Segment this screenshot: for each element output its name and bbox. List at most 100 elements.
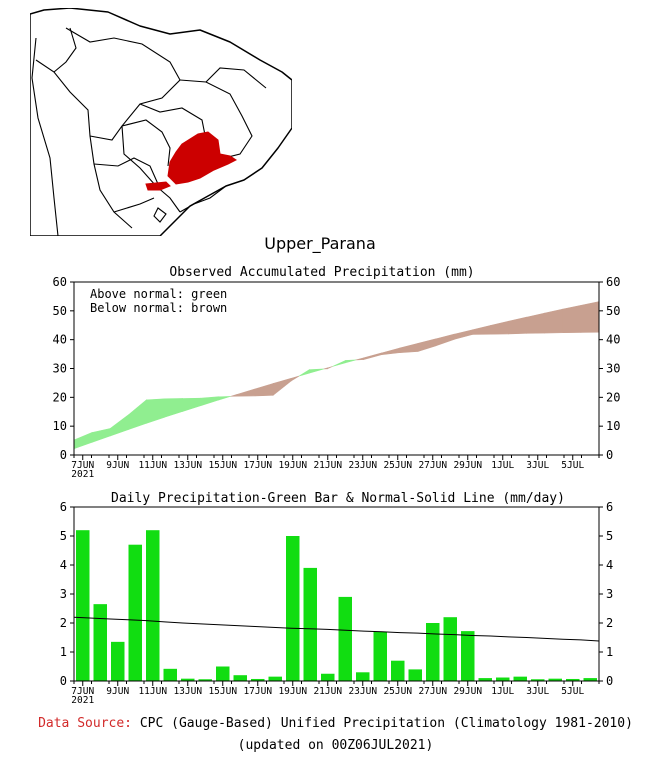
daily-precip-bar [303,567,317,681]
above-normal-area [73,432,93,450]
country-border [53,27,77,73]
below-normal-area [490,320,509,335]
above-normal-area [128,399,147,431]
y-tick-label: 1 [60,645,67,659]
x-tick-label: 1JUL [491,460,514,471]
above-normal-area [109,414,129,437]
x-tick-label: 29JUN [453,460,482,471]
y-tick-label-right: 3 [606,587,613,601]
y-tick-label-right: 5 [606,529,613,543]
daily-precip-bar [496,677,510,681]
x-tick-label: 11JUN [138,686,167,697]
daily-precip-bar [566,678,580,681]
x-tick-label: 25JUN [383,686,412,697]
state-border [205,67,267,89]
region-title: Upper_Parana [264,234,376,253]
daily-precip-bar [338,596,352,681]
x-tick-label: 23JUN [348,686,377,697]
x-tick-label: 15JUN [208,460,237,471]
y-tick-label: 0 [60,448,67,462]
daily-precip-bar [233,675,247,681]
x-year-label: 2021 [71,695,94,706]
x-tick-label: 7JUN [71,686,94,697]
bottom-axes: 0 0 1 1 2 2 3 3 4 4 5 5 6 6 7JUN 9JUN 11JUN 13JUN 15JUN 17J… [60,500,613,706]
below-normal-area [580,301,600,333]
updated-note: (updated on 00Z06JUL2021) [237,738,434,753]
below-normal-area [471,325,491,335]
below-normal-area [363,352,383,360]
x-tick-label: 1JUL [491,686,514,697]
y-tick-label: 3 [60,587,67,601]
y-tick-label: 50 [53,304,67,318]
y-tick-label: 4 [60,558,67,572]
y-tick-label-right: 40 [606,333,620,347]
y-tick-label-right: 50 [606,304,620,318]
daily-precip-bar [268,676,282,681]
legend-above: Above normal: green [90,287,227,301]
country-border [121,119,171,167]
x-tick-label: 5JUL [561,686,584,697]
x-year-label: 2021 [71,469,94,480]
y-tick-label: 5 [60,529,67,543]
above-normal-area [182,397,202,412]
x-tick-label: 17JUN [243,460,272,471]
daily-precip-bar [531,679,545,681]
x-tick-label: 19JUN [278,460,307,471]
daily-precip-bar [583,678,597,681]
y-tick-label: 20 [53,390,67,404]
x-tick-label: 15JUN [208,686,237,697]
below-normal-area [272,377,292,396]
below-normal-area [417,338,437,352]
x-tick-label: 13JUN [173,460,202,471]
above-normal-area [91,428,111,443]
daily-precip-bar [548,678,562,681]
below-normal-area [254,383,274,397]
below-normal-area [526,312,545,334]
x-tick-label: 3JUL [526,686,549,697]
below-normal-area [236,388,256,397]
data-source-text: CPC (Gauge-Based) Unified Precipitation … [139,716,633,731]
daily-precip-bar [426,623,440,681]
daily-precip-bar [461,631,475,681]
daily-precip-bar [513,676,527,681]
x-tick-label: 23JUN [348,460,377,471]
continent-outline [30,8,292,236]
x-tick-label: 17JUN [243,686,272,697]
country-border [89,125,123,141]
y-tick-label: 0 [60,674,67,688]
data-source-line: Data Source: CPC (Gauge-Based) Unified P… [0,716,671,731]
below-normal-area [399,343,419,353]
normal-line [73,616,600,642]
y-tick-label: 6 [60,500,67,514]
x-tick-label: 27JUN [418,686,447,697]
above-normal-area [345,359,356,364]
daily-precip-bar [286,536,300,681]
daily-precip-bar [181,678,195,681]
daily-chart: Daily Precipitation-Green Bar & Normal-S… [60,491,613,706]
state-border [179,185,227,213]
daily-precip-bar [163,668,177,681]
region-highlight [145,181,171,191]
country-border [113,197,155,213]
y-tick-label-right: 10 [606,419,620,433]
below-normal-area [290,375,300,382]
y-tick-label-right: 60 [606,275,620,289]
x-tick-label: 27JUN [418,460,447,471]
daily-precip-bar [251,678,265,681]
daily-precip-bar [408,669,422,681]
above-normal-area [332,359,346,367]
x-tick-label: 25JUN [383,460,412,471]
daily-precip-bar [373,631,387,681]
y-tick-label-right: 1 [606,645,613,659]
daily-precip-bar [93,604,107,681]
x-tick-label: 5JUL [561,460,584,471]
x-tick-label: 3JUL [526,460,549,471]
daily-precip-bar [216,666,230,681]
region-highlight [167,131,237,185]
y-tick-label: 30 [53,362,67,376]
below-normal-area [435,333,455,347]
above-normal-area [218,396,231,401]
y-tick-label-right: 20 [606,390,620,404]
daily-precip-bar [356,672,370,681]
coastline [31,37,59,236]
